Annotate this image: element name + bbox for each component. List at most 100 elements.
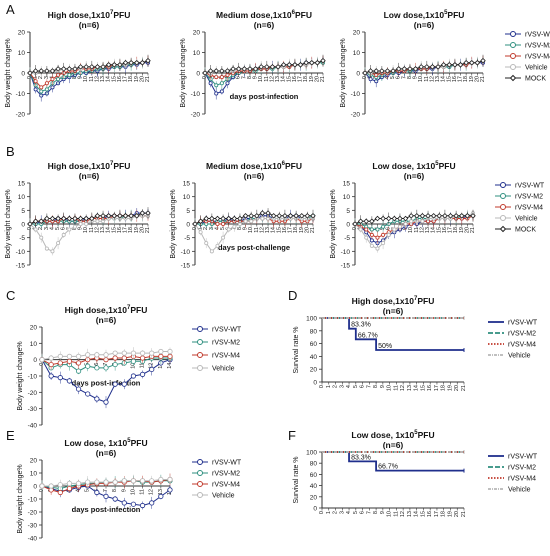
chart-title-unit: PFU xyxy=(418,430,435,440)
legend-marker xyxy=(197,492,203,498)
chart-subtitle: (n=6) xyxy=(383,440,404,450)
data-point xyxy=(167,487,173,493)
legend-item: Vehicle xyxy=(192,365,235,373)
y-tick-label: 0 xyxy=(33,484,37,491)
x-tick-label: 19 xyxy=(299,227,305,233)
y-axis-label: Body weight change% xyxy=(5,38,12,107)
x-tick-label: 5 xyxy=(85,489,91,492)
data-point xyxy=(407,66,413,72)
data-point xyxy=(474,59,481,66)
chart-title-text: Low dose, 1x10 xyxy=(372,161,435,171)
series-line xyxy=(364,60,484,74)
chart-title-unit: PFU xyxy=(285,161,302,171)
data-point xyxy=(94,213,101,219)
data-point xyxy=(242,213,249,219)
legend-item: rVSV-WT xyxy=(495,182,545,190)
data-point xyxy=(384,68,391,74)
data-point xyxy=(48,483,54,489)
data-point xyxy=(249,219,254,224)
x-tick-label: 14 xyxy=(271,227,277,233)
data-point xyxy=(105,62,112,68)
data-point xyxy=(149,500,155,506)
series-mock xyxy=(352,209,476,228)
data-point xyxy=(32,68,39,74)
panel-sub-4: Medium dose,1x106PFU(n=6)151050-5-10-150… xyxy=(170,161,316,270)
x-tick-label: 19 xyxy=(134,227,140,233)
data-point xyxy=(33,87,38,92)
chart-subtitle: (n=6) xyxy=(79,20,100,30)
chart-title-unit: PFU xyxy=(130,305,147,315)
legend-item: Vehicle xyxy=(488,487,531,494)
x-tick-label: 9 xyxy=(243,227,249,230)
x-tick-label: 15 xyxy=(420,511,426,517)
y-tick-label: 100 xyxy=(306,450,317,457)
data-point xyxy=(84,221,89,226)
x-tick-label: 14 xyxy=(431,227,437,233)
x-tick-label: 5 xyxy=(220,227,226,230)
data-point xyxy=(214,75,219,80)
data-point xyxy=(44,215,50,222)
x-tick-label: 21 xyxy=(470,227,476,233)
series-mock xyxy=(202,54,326,77)
data-point xyxy=(219,89,224,94)
x-tick-label: 21 xyxy=(480,76,486,82)
series-line xyxy=(322,317,464,351)
data-point xyxy=(219,68,225,74)
x-tick-label: 0 xyxy=(319,385,325,388)
data-point xyxy=(66,215,73,222)
legend-marker xyxy=(510,64,516,70)
legend-label: Vehicle xyxy=(525,65,548,72)
data-point xyxy=(50,77,55,82)
data-point xyxy=(303,59,309,66)
legend-item: rVSV-M4 xyxy=(488,342,536,349)
legend-marker xyxy=(197,365,203,371)
legend-label: rVSV-WT xyxy=(525,32,550,39)
x-tick-label: 9 xyxy=(380,511,386,514)
data-point xyxy=(369,243,374,248)
data-point xyxy=(364,235,369,240)
y-tick-label: -10 xyxy=(28,374,38,381)
data-point xyxy=(219,75,224,80)
y-tick-label: 0 xyxy=(346,222,350,229)
data-point xyxy=(57,353,63,359)
data-point xyxy=(85,352,91,358)
legend-marker xyxy=(197,470,203,476)
series-line xyxy=(354,215,473,225)
y-tick-label: 0 xyxy=(313,506,317,513)
y-tick-label: 20 xyxy=(310,367,318,374)
data-point xyxy=(57,489,63,496)
panel-sub-5: Low dose, 1x105PFU(n=6)151050-5-10-15012… xyxy=(330,161,545,270)
legend-label: rVSV-M4 xyxy=(525,54,550,61)
survival-annotation: 83.3% xyxy=(351,322,371,329)
data-point xyxy=(77,215,84,222)
x-tick-label: 6 xyxy=(61,227,67,230)
chart-title-superscript: 6 xyxy=(282,161,286,167)
data-point xyxy=(139,478,146,484)
y-tick-label: 40 xyxy=(310,354,318,361)
chart-title-superscript: 5 xyxy=(435,161,439,167)
x-tick-label: 21 xyxy=(461,385,467,391)
data-point xyxy=(192,221,198,227)
data-point xyxy=(60,66,67,72)
data-point xyxy=(464,213,471,219)
y-tick-label: -10 xyxy=(181,249,191,256)
x-tick-label: 9 xyxy=(78,227,84,230)
chart-title: Low dose, 1x105PFU xyxy=(64,438,147,448)
data-point xyxy=(94,352,100,358)
x-tick-label: 2 xyxy=(203,227,209,230)
data-point xyxy=(139,371,146,377)
x-tick-label: 11 xyxy=(393,511,399,517)
x-tick-label: 12 xyxy=(94,227,100,233)
x-tick-label: 17 xyxy=(123,76,129,82)
data-point xyxy=(111,62,118,68)
data-point xyxy=(364,227,369,232)
x-tick-label: 11 xyxy=(140,489,146,495)
data-point xyxy=(440,62,447,68)
y-tick-label: 10 xyxy=(343,194,351,201)
data-point xyxy=(369,218,375,225)
legend-label: rVSV-M2 xyxy=(525,43,550,50)
data-point xyxy=(368,77,373,82)
data-point xyxy=(33,227,38,232)
x-tick-label: 12 xyxy=(429,76,435,82)
x-tick-label: 20 xyxy=(454,385,460,391)
